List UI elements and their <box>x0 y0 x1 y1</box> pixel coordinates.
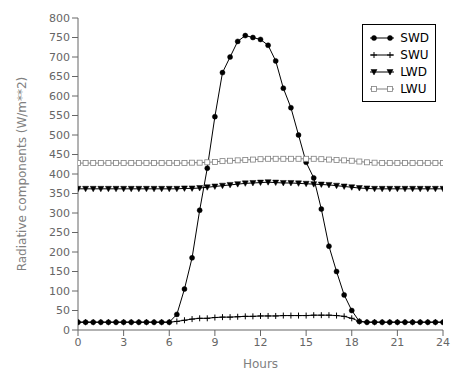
svg-text:0: 0 <box>63 324 70 337</box>
svg-text:450: 450 <box>49 148 70 161</box>
svg-text:750: 750 <box>49 31 70 44</box>
svg-text:600: 600 <box>49 90 70 103</box>
svg-text:Hours: Hours <box>243 357 278 371</box>
svg-text:9: 9 <box>211 336 218 349</box>
svg-text:0: 0 <box>75 336 82 349</box>
svg-text:6: 6 <box>166 336 173 349</box>
svg-text:200: 200 <box>49 246 70 259</box>
svg-text:700: 700 <box>49 51 70 64</box>
svg-text:350: 350 <box>49 187 70 200</box>
svg-text:650: 650 <box>49 70 70 83</box>
svg-text:400: 400 <box>49 168 70 181</box>
svg-text:Radiative components (W/m**2): Radiative components (W/m**2) <box>15 77 29 272</box>
svg-text:24: 24 <box>436 336 450 349</box>
svg-text:250: 250 <box>49 226 70 239</box>
svg-text:15: 15 <box>299 336 313 349</box>
html-text:SWD: SWD <box>400 30 429 45</box>
svg-text:150: 150 <box>49 265 70 278</box>
html-text:SWU: SWU <box>400 47 429 62</box>
svg-text:100: 100 <box>49 285 70 298</box>
svg-text:550: 550 <box>49 109 70 122</box>
svg-text:3: 3 <box>120 336 127 349</box>
svg-text:500: 500 <box>49 129 70 142</box>
svg-text:18: 18 <box>345 336 359 349</box>
html-text:LWD: LWD <box>400 64 427 79</box>
html-text:LWU: LWU <box>400 81 427 96</box>
svg-text:12: 12 <box>254 336 268 349</box>
svg-text:50: 50 <box>56 304 70 317</box>
svg-text:800: 800 <box>49 12 70 25</box>
svg-text:300: 300 <box>49 207 70 220</box>
svg-text:21: 21 <box>390 336 404 349</box>
